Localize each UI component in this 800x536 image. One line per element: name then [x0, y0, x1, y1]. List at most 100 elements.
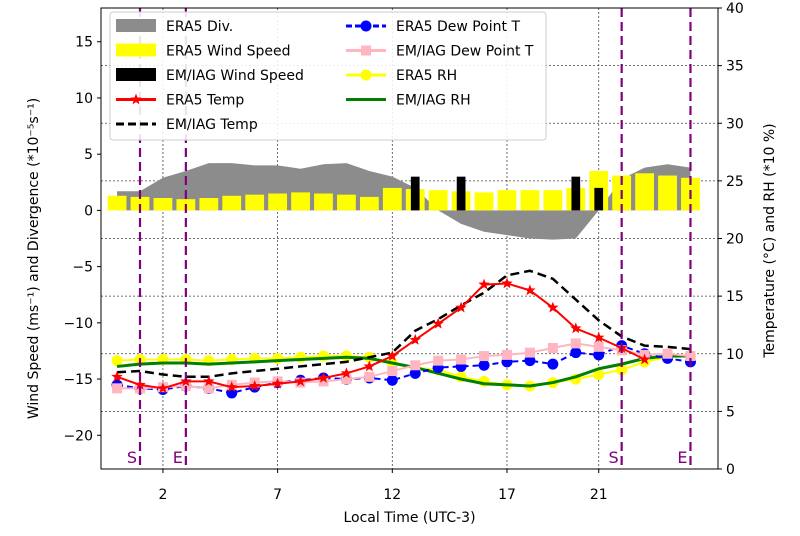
emiag-rh-line	[116, 354, 691, 388]
era5-temp-point	[226, 381, 238, 393]
y-right-tick-label: 30	[726, 116, 744, 132]
legend-handle	[116, 19, 156, 32]
era5-temp-point	[134, 378, 146, 390]
x-tick-label: 12	[383, 487, 401, 503]
y-right-tick-label: 5	[726, 404, 735, 420]
era5-wind-speed-bar	[337, 194, 356, 211]
emiag-dew-point-point	[433, 355, 444, 366]
emiag-wind-speed-bar	[456, 176, 466, 211]
emiag-wind-speed-bar	[410, 176, 420, 211]
emiag-dew-point-point	[501, 349, 512, 360]
era5-wind-speed-bar	[543, 190, 563, 211]
era5-temp-line	[116, 282, 646, 390]
vline-label: E	[173, 448, 183, 467]
era5-wind-speed-bar	[359, 196, 379, 211]
legend-marker	[360, 20, 372, 32]
era5-dew-point-point	[409, 367, 421, 379]
emiag-dew-point-point	[410, 360, 421, 371]
emiag-dew-point-point	[456, 354, 467, 365]
x-tick-label: 2	[158, 487, 167, 503]
legend-marker	[361, 45, 371, 56]
legend-handle	[116, 43, 156, 57]
era5-temp-point	[524, 284, 536, 296]
vline-label: S	[609, 448, 619, 467]
y-right-tick-label: 0	[726, 462, 735, 478]
emiag-dew-point-point	[479, 351, 490, 362]
y-right-tick-label: 25	[726, 174, 744, 190]
y-right-tick-label: 20	[726, 232, 744, 248]
era5-dew-point-point	[524, 355, 536, 367]
y-left-tick-label: −15	[63, 372, 93, 388]
emiag-dew-point-point	[593, 341, 604, 352]
emiag-dew-point-point	[547, 342, 558, 353]
era5-wind-speed-bar	[520, 190, 540, 211]
era5-wind-speed-bar	[314, 193, 333, 211]
era5-temp-point	[248, 380, 261, 391]
era5-wind-speed-bar	[130, 196, 150, 211]
era5-temp-point	[570, 322, 582, 334]
era5-temp-point	[317, 371, 330, 383]
era5-temp-point	[271, 377, 284, 389]
era5-dew-point-point	[593, 349, 605, 361]
y-left-tick-label: 15	[75, 35, 93, 51]
era5-wind-speed-bar	[474, 192, 494, 211]
era5-rh-point	[593, 368, 605, 380]
emiag-dew-point-point	[341, 374, 352, 385]
legend: ERA5 Div. ERA5 Wind Speed EM/IAG Wind Spee…	[109, 11, 547, 141]
y-left-tick-label: −20	[63, 428, 93, 444]
era5-wind-speed-bar	[107, 195, 127, 211]
era5-wind-speed-bar	[291, 192, 310, 211]
emiag-wind-speed-bar	[571, 176, 581, 211]
emiag-dew-point-point	[524, 347, 535, 358]
legend-label: ERA5 Dew Point T	[396, 19, 520, 35]
era5-temp-point	[294, 375, 307, 387]
legend-label: EM/IAG RH	[396, 93, 471, 109]
x-axis-label: Local Time (UTC-3)	[343, 510, 475, 526]
legend-label: ERA5 RH	[396, 68, 457, 84]
era5-dew-point-point	[478, 359, 490, 371]
x-tick-label: 21	[590, 487, 608, 503]
era5-temp-point	[203, 375, 215, 387]
era5-temp-point	[111, 370, 123, 382]
axes-layer: 21 2 7 12 17 −20 −15 −10 −5 0 5 10 15 0 5 10 15 20 25 30 35 4…	[63, 1, 743, 503]
y-right-tick-label: 15	[726, 289, 744, 305]
era5-temp-point	[363, 360, 376, 372]
emiag-dew-point-point	[112, 383, 123, 394]
emiag-dew-point-point	[318, 376, 329, 387]
era5-dew-point-point	[386, 374, 398, 386]
y-right-tick-label: 35	[726, 59, 744, 75]
era5-wind-speed-bar	[658, 175, 677, 211]
emiag-dew-point-point	[387, 366, 398, 377]
era5-rh-point	[616, 364, 628, 376]
x-tick-label: 7	[273, 487, 282, 503]
x-tick-label: 17	[498, 487, 516, 503]
emiag-temp-line	[116, 269, 691, 379]
era5-wind-speed-bar	[245, 194, 265, 211]
y-right-tick-label: 10	[726, 347, 744, 363]
era5-div-area	[117, 163, 691, 240]
era5-dew-point-point	[570, 347, 582, 359]
legend-label: EM/IAG Dew Point T	[396, 44, 534, 60]
era5-wind-speed-bar	[382, 187, 402, 211]
y-left-tick-label: −5	[72, 260, 93, 276]
legend-marker	[360, 69, 372, 81]
era5-wind-speed-bar	[268, 193, 288, 211]
y-right-tick-label: 40	[726, 1, 744, 17]
era5-rh-point	[111, 355, 123, 367]
emiag-dew-point-point	[662, 348, 673, 359]
era5-wind-speed-bar	[635, 173, 655, 211]
era5-temp-point	[547, 301, 559, 313]
era5-wind-speed-bar	[428, 190, 448, 211]
era5-dew-point-point	[547, 358, 559, 370]
emiag-dew-point-point	[570, 338, 581, 349]
era5-temp-point	[638, 353, 651, 365]
era5-temp-point	[157, 382, 169, 394]
emiag-dew-point-point	[685, 351, 696, 362]
legend-label: ERA5 Wind Speed	[166, 44, 290, 60]
era5-temp-point	[455, 301, 467, 313]
y-left-tick-label: 0	[84, 203, 93, 219]
era5-wind-speed-bar	[153, 198, 173, 211]
era5-temp-point	[478, 278, 490, 290]
y-left-tick-label: 10	[75, 91, 93, 107]
